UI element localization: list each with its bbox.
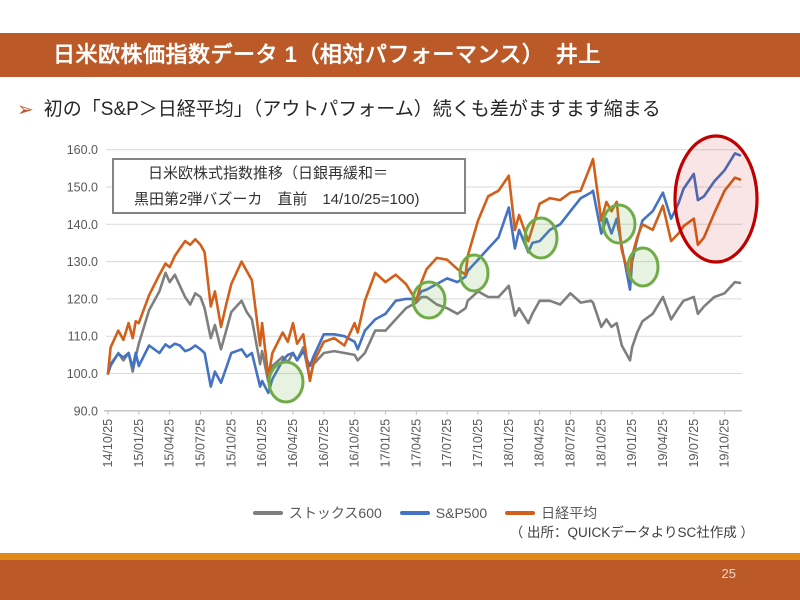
x-tick-label: 19/01/25 bbox=[625, 419, 639, 468]
y-tick-label: 120.0 bbox=[67, 292, 98, 306]
y-tick-label: 110.0 bbox=[68, 330, 98, 344]
x-tick-label: 17/07/25 bbox=[440, 419, 454, 468]
y-tick-label: 160.0 bbox=[67, 143, 98, 157]
bullet-line: ➢ 初の「S&P＞日経平均」（アウトパフォーム）続くも差がますます縮まる bbox=[17, 97, 661, 123]
chart-note-line1: 日米欧株式指数推移（日銀再緩和＝ bbox=[148, 165, 389, 182]
y-tick-label: 130.0 bbox=[67, 255, 98, 269]
y-tick-label: 140.0 bbox=[67, 218, 98, 232]
series-line-ストックス600 bbox=[106, 271, 742, 384]
highlight-circle-2017-apr bbox=[411, 280, 447, 320]
legend-label-stoxx600: ストックス600 bbox=[288, 505, 382, 521]
footer-accent-stripe bbox=[0, 553, 800, 560]
x-tick-label: 18/04/25 bbox=[533, 419, 547, 468]
highlight-circle-2016-crash bbox=[267, 360, 305, 404]
x-tick-label: 19/10/25 bbox=[718, 419, 732, 468]
source-note: （ 出所：QUICKデータよりSC社作成 ） bbox=[509, 525, 754, 540]
x-tick-label: 18/10/25 bbox=[594, 419, 608, 468]
x-tick-label: 17/10/25 bbox=[471, 419, 485, 468]
x-tick-label: 19/07/25 bbox=[687, 419, 701, 468]
x-tick-label: 18/01/25 bbox=[502, 419, 516, 468]
highlight-circle-2018-oct bbox=[601, 203, 637, 245]
legend-item-stoxx600: ストックス600 bbox=[252, 503, 382, 523]
x-tick-label: 15/10/25 bbox=[224, 419, 238, 468]
x-tick-label: 17/04/25 bbox=[409, 419, 423, 468]
x-tick-label: 15/07/25 bbox=[193, 419, 207, 468]
x-tick-label: 16/10/25 bbox=[348, 419, 362, 468]
chart-note-line2: 黒田第2弾バズーカ 直前 14/10/25=100) bbox=[134, 191, 420, 208]
chart-note-box: 日米欧株式指数推移（日銀再緩和＝ 黒田第2弾バズーカ 直前 14/10/25=1… bbox=[112, 158, 466, 214]
highlight-circle-2018-dec bbox=[626, 246, 660, 288]
sp500-line-swatch bbox=[399, 511, 430, 515]
x-tick-label: 15/04/25 bbox=[163, 419, 177, 468]
highlight-circle-2018-feb bbox=[523, 216, 559, 260]
y-tick-label: 150.0 bbox=[67, 181, 98, 195]
chart-legend: ストックス600 S&P500 日経平均 bbox=[108, 503, 742, 523]
bullet-arrow-icon: ➢ bbox=[17, 99, 34, 121]
x-tick-label: 17/01/25 bbox=[378, 419, 392, 468]
page-number: 25 bbox=[721, 566, 736, 581]
legend-item-sp500: S&P500 bbox=[399, 505, 488, 521]
x-tick-label: 18/07/25 bbox=[563, 419, 577, 468]
y-tick-label: 90.0 bbox=[74, 404, 98, 418]
y-tick-label: 100.0 bbox=[67, 367, 98, 381]
nikkei-line-swatch bbox=[505, 511, 536, 515]
x-tick-label: 19/04/25 bbox=[656, 419, 670, 468]
stoxx600-line-swatch bbox=[252, 511, 283, 515]
series-line-S&P500 bbox=[106, 152, 742, 395]
slide-title: 日米欧株価指数データ 1（相対パフォーマンス） 井上 bbox=[53, 42, 601, 67]
x-tick-label: 15/01/25 bbox=[132, 419, 146, 468]
legend-label-nikkei: 日経平均 bbox=[541, 505, 598, 521]
x-tick-label: 16/04/25 bbox=[286, 419, 300, 468]
x-tick-label: 16/01/25 bbox=[255, 419, 269, 468]
header-bar: 日米欧株価指数データ 1（相対パフォーマンス） 井上 bbox=[0, 33, 800, 77]
bullet-text: 初の「S&P＞日経平均」（アウトパフォーム）続くも差がますます縮まる bbox=[43, 99, 661, 120]
x-tick-label: 14/10/25 bbox=[101, 419, 115, 468]
legend-label-sp500: S&P500 bbox=[435, 505, 488, 521]
highlight-circle-2017-sep bbox=[458, 253, 490, 293]
footer-bar: 25 bbox=[0, 560, 800, 600]
x-tick-label: 16/07/25 bbox=[317, 419, 331, 468]
legend-item-nikkei: 日経平均 bbox=[505, 503, 597, 523]
highlight-ellipse-2019-sp-outperform bbox=[673, 134, 759, 264]
